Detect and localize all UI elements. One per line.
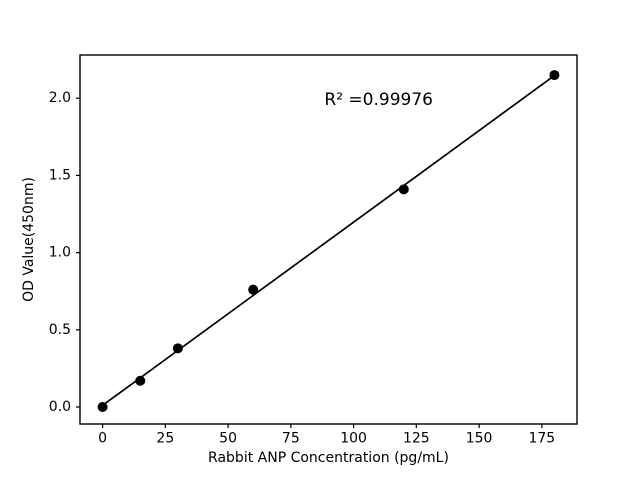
x-axis-label: Rabbit ANP Concentration (pg/mL) (208, 450, 449, 466)
fit-line (102, 74, 555, 407)
scatter-series (97, 70, 560, 413)
x-tick-label: 100 (340, 431, 367, 447)
x-tick-label: 25 (156, 431, 174, 447)
data-point (248, 284, 259, 295)
x-tick-label: 150 (466, 431, 493, 447)
plot-frame (79, 54, 578, 425)
r-squared-annotation: R² =0.99976 (324, 90, 433, 110)
data-point (398, 184, 409, 195)
y-axis: 0.0 0.5 1.0 1.5 2.0 (49, 90, 80, 415)
data-point (172, 343, 183, 354)
y-tick-label: 1.5 (49, 167, 71, 183)
x-tick-label: 125 (403, 431, 430, 447)
x-tick-label: 50 (219, 431, 237, 447)
x-tick-label: 75 (282, 431, 300, 447)
y-tick-label: 0.5 (49, 322, 71, 338)
y-tick-label: 2.0 (49, 90, 71, 106)
data-point (97, 402, 108, 413)
data-point (549, 70, 560, 81)
data-point (135, 375, 146, 386)
y-axis-label: OD Value(450nm) (21, 177, 37, 302)
y-tick-label: 0.0 (49, 399, 71, 415)
x-tick-label: 0 (98, 431, 107, 447)
x-axis: 0 25 50 75 100 125 150 175 (98, 424, 555, 447)
x-tick-label: 175 (528, 431, 555, 447)
y-tick-label: 1.0 (49, 245, 71, 261)
